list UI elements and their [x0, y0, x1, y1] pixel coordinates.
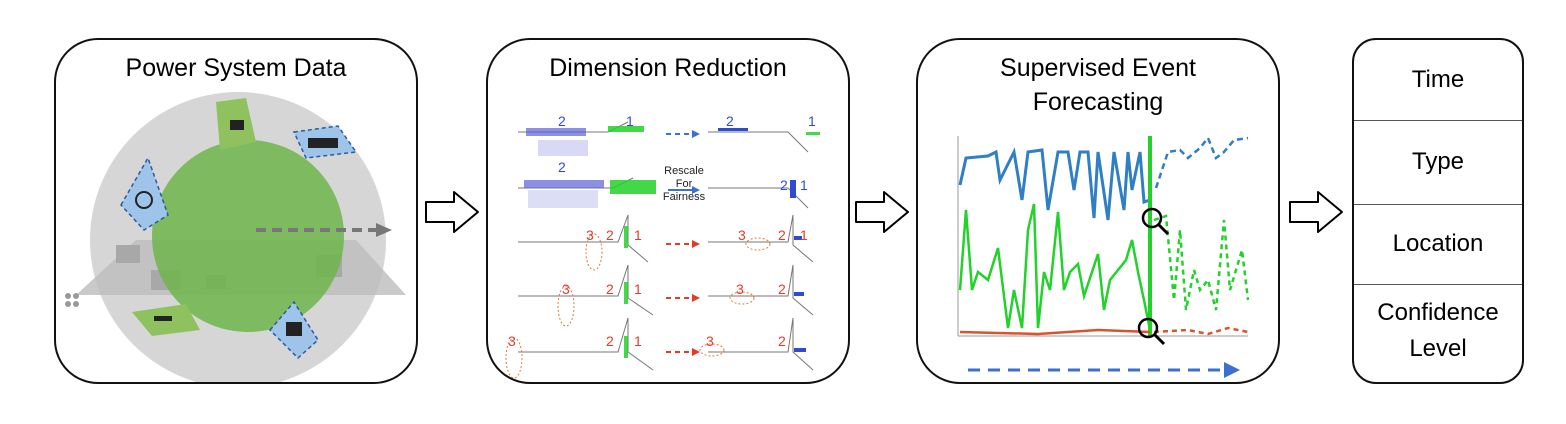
label-red-1c: 1 [634, 333, 642, 349]
rescale-note-line1: Rescale [664, 165, 704, 177]
label-red-1a: 1 [634, 227, 642, 243]
green-scatter-points [608, 126, 820, 358]
label-red-2b: 2 [606, 281, 614, 297]
label-red-3cr: 3 [706, 333, 714, 349]
label-blue-1: 2 [558, 113, 566, 129]
green-series-forecast [1153, 214, 1250, 311]
dimension-reduction-panel: Dimension Reduction [486, 38, 850, 384]
output-location: Location [1392, 230, 1484, 257]
label-red-3b: 3 [562, 281, 570, 297]
red-series-history [959, 328, 1151, 336]
output-time: Time [1411, 66, 1465, 93]
rescale-note-line2: For [676, 178, 693, 190]
blue-reduced-points [718, 128, 806, 352]
output-divider [1354, 120, 1522, 121]
label-red-3a: 3 [586, 227, 594, 243]
blue-region-left [120, 156, 169, 231]
dashed-arrowhead [376, 223, 392, 237]
green-circle [152, 140, 344, 332]
output-divider [1354, 204, 1522, 205]
blue-scatter-points [524, 128, 604, 208]
forecasting-title-line1: Supervised Event [1000, 54, 1196, 82]
label-red-1b: 1 [634, 281, 642, 297]
label-green-1: 1 [626, 113, 634, 129]
pentagon-icon [135, 191, 153, 209]
green-series-history [958, 203, 1152, 331]
forecasting-title-line2: Forecasting [1032, 88, 1164, 116]
label-red-2a: 2 [606, 227, 614, 243]
output-confidence: Confidence [1377, 299, 1499, 326]
flow-arrow-2 [855, 191, 909, 233]
dimension-reduction-title: Dimension Reduction [549, 54, 787, 82]
flow-arrow-1 [425, 191, 479, 233]
power-system-data-title: Power System Data [125, 54, 347, 82]
output-level: Level [1409, 335, 1467, 362]
label-red-3c: 3 [508, 333, 516, 349]
airplane-icon [154, 316, 172, 321]
building-icon [308, 138, 338, 148]
output-divider [1354, 284, 1522, 285]
power-system-data-panel: Power System Data [54, 38, 418, 384]
red-series-forecast [1153, 326, 1249, 336]
map-legend [65, 293, 79, 307]
time-arrowhead [1224, 362, 1240, 378]
blue-series-history [958, 147, 1151, 221]
flow-arrow-3 [1289, 191, 1343, 233]
red-cluster-ovals [505, 233, 771, 379]
label-red-1ar: 1 [800, 227, 808, 243]
label-blue-2: 2 [558, 159, 566, 175]
label-red-2c: 2 [606, 333, 614, 349]
blue-series-forecast [1154, 135, 1249, 189]
transform-arrows [666, 130, 700, 356]
label-red-3ar: 3 [738, 227, 746, 243]
label-green-1r: 1 [808, 113, 816, 129]
outputs-panel: Time Type Location Confidence Level [1352, 38, 1524, 384]
label-blue-1r: 2 [726, 113, 734, 129]
label-green-2r: 1 [800, 177, 808, 193]
output-type: Type [1411, 148, 1465, 175]
magnifier-icon-lower [1137, 317, 1166, 346]
rescale-note-line3: Fairness [663, 191, 706, 203]
label-red-2ar: 2 [778, 227, 786, 243]
forecasting-panel: Supervised Event Forecasting [916, 38, 1280, 384]
hospital-icon [286, 322, 302, 336]
forecast-plot [957, 135, 1250, 378]
oil-pump-icon [230, 120, 244, 130]
magnifier-icon-upper [1141, 207, 1170, 236]
label-red-2cr: 2 [778, 333, 786, 349]
power-system-illustration [65, 92, 406, 382]
reduction-plots: 2 1 2 1 2 2 1 3 2 1 3 2 1 3 2 1 3 2 3 2 … [505, 113, 820, 379]
label-red-3br: 3 [736, 281, 744, 297]
label-red-2br: 2 [778, 281, 786, 297]
label-blue-2r: 2 [780, 177, 788, 193]
